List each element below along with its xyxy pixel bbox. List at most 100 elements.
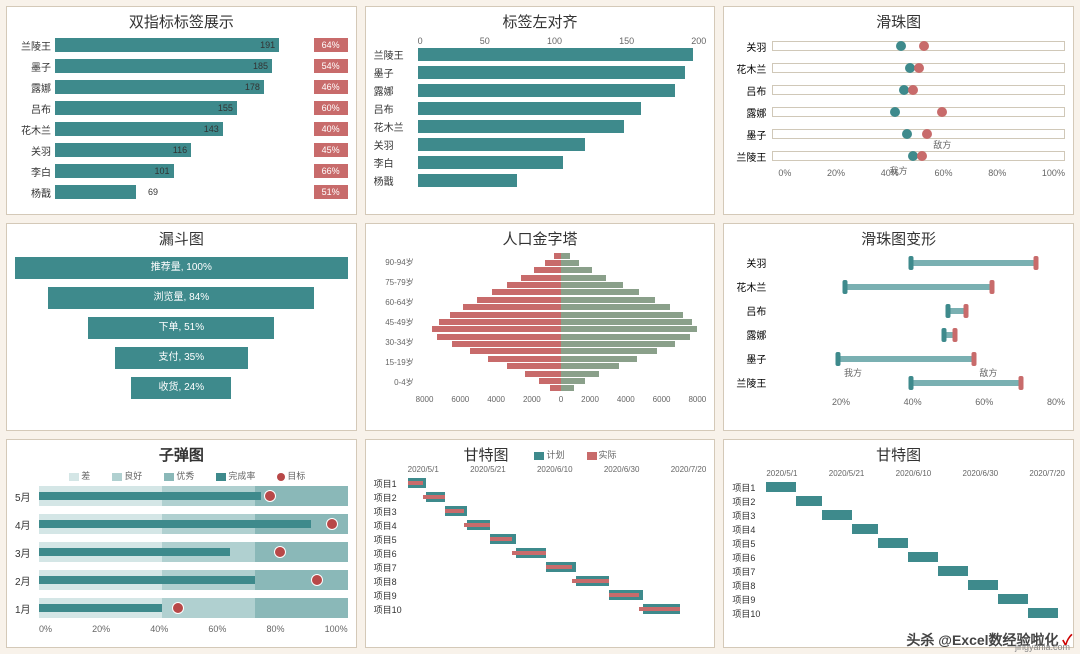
bar-row: 关羽 116 45% [15,141,348,159]
category-label: 3月 [15,545,39,560]
bullet-chart: 5月 4月 3月 [15,484,348,620]
target-marker [172,602,184,614]
bar-row: 李白 101 66% [15,162,348,180]
panel-bead: 滑珠图 关羽 花木兰 吕布 [723,6,1074,215]
funnel-stage: 推荐量, 100% [15,257,348,279]
range-row: 花木兰 [732,277,1065,297]
target-marker [264,490,276,502]
legend-item: 优秀 [152,469,194,482]
actual-bar [39,604,162,612]
category-label: 露娜 [732,327,772,342]
cap-them [964,304,969,318]
bar-row: 关羽 [374,136,707,153]
gantt-row: 项目2 [374,490,707,504]
category-label: 2月 [15,573,39,588]
bullet-row: 4月 [15,512,348,536]
pyramid-right-bar [561,326,697,332]
dual-metric-chart: 兰陵王 191 64% 墨子 185 54% 露娜 178 46% 吕布 155… [15,36,348,201]
category-label: 花木兰 [15,122,55,137]
actual-bar [572,579,609,583]
pyramid-chart: 90-94岁75-79岁60-64岁45-49岁30-34岁15-19岁0-4岁 [374,253,707,393]
panel-left-label: 标签左对齐 050100150200 兰陵王 墨子 露娜 吕布 花木兰 关羽 李… [365,6,716,215]
value-label: 143 [204,122,219,136]
category-label: 露娜 [374,83,418,98]
gantt-row: 项目3 [732,508,1065,522]
plan-bar [1028,608,1058,618]
pyramid-left-bar [470,348,561,354]
legend-item: 实际 [575,448,617,461]
legend-item: 目标 [265,469,305,482]
pyramid-left-bar [450,312,561,318]
category-label: 关羽 [732,255,772,270]
value-label: 155 [218,101,233,115]
bar-row: 杨戬 [374,172,707,189]
cap-them [989,280,994,294]
pyramid-right-bar [561,348,657,354]
actual-bar [39,520,311,528]
gantt-row: 项目5 [732,536,1065,550]
x-axis: 0%20%40%60%80%100% [15,624,348,634]
pyramid-right-bar [561,356,637,362]
bead-us [902,129,912,139]
pyramid-left-bar [521,275,561,281]
bar-row: 杨戬 69 51% [15,183,348,201]
panel-bead-variant: 滑珠图变形 关羽 花木兰 吕布 [723,223,1074,432]
pct-badge: 64% [314,38,348,52]
actual-bar [39,492,261,500]
bullet-row: 2月 [15,568,348,592]
bar-row: 兰陵王 [374,46,707,63]
category-label: 兰陵王 [732,149,772,164]
plan-bar [998,594,1028,604]
bead-them [914,63,924,73]
pct-badge: 45% [314,143,348,157]
bar-row: 露娜 [374,82,707,99]
pyramid-right-bar [561,282,623,288]
task-label: 项目7 [374,561,408,574]
category-label: 兰陵王 [15,38,55,53]
pyramid-right-bar [561,341,675,347]
actual-bar [423,495,445,499]
gantt-row: 项目1 [732,480,1065,494]
range-row: 吕布 [732,301,1065,321]
task-label: 项目9 [732,593,766,606]
gantt-row: 项目1 [374,476,707,490]
chart-title: 漏斗图 [15,228,348,249]
category-label: 露娜 [732,105,772,120]
range-row: 墨子 我方敌方 [732,349,1065,369]
category-label: 李白 [15,164,55,179]
range-row: 露娜 [732,325,1065,345]
actual-bar [639,607,680,611]
bullet-row: 5月 [15,484,348,508]
cap-us [909,376,914,390]
category-label: 露娜 [15,80,55,95]
gantt-row: 项目10 [374,602,707,616]
x-axis: 050100150200 [374,36,707,46]
pyramid-right-bar [561,385,574,391]
x-axis: 800060004000200002000400060008000 [374,395,707,404]
bar-row: 墨子 185 54% [15,57,348,75]
x-axis: 2020/5/12020/5/212020/6/102020/6/302020/… [374,465,707,474]
value-label: 185 [253,59,268,73]
bead-us [890,107,900,117]
category-label: 兰陵王 [374,47,418,62]
gantt-chart: 项目1 项目2 项目3 项目4 项目5 [732,480,1065,620]
pyramid-left-bar [507,363,562,369]
cap-us [909,256,914,270]
cap-them [1033,256,1038,270]
category-label: 关羽 [374,137,418,152]
pyramid-right-bar [561,319,692,325]
pyramid-left-bar [507,282,562,288]
category-label: 1月 [15,601,39,616]
category-label: 吕布 [374,101,418,116]
legend-item: 计划 [522,448,564,461]
bar-row: 花木兰 143 40% [15,120,348,138]
chart-title: 人口金字塔 [374,228,707,249]
pct-badge: 60% [314,101,348,115]
pyramid-left-bar [492,289,561,295]
panel-pyramid: 人口金字塔 90-94岁75-79岁60-64岁45-49岁30-34岁15-1… [365,223,716,432]
task-label: 项目3 [732,509,766,522]
gantt-row: 项目8 [374,574,707,588]
actual-bar [408,481,423,485]
pyramid-right-bar [561,275,606,281]
category-label: 墨子 [732,127,772,142]
